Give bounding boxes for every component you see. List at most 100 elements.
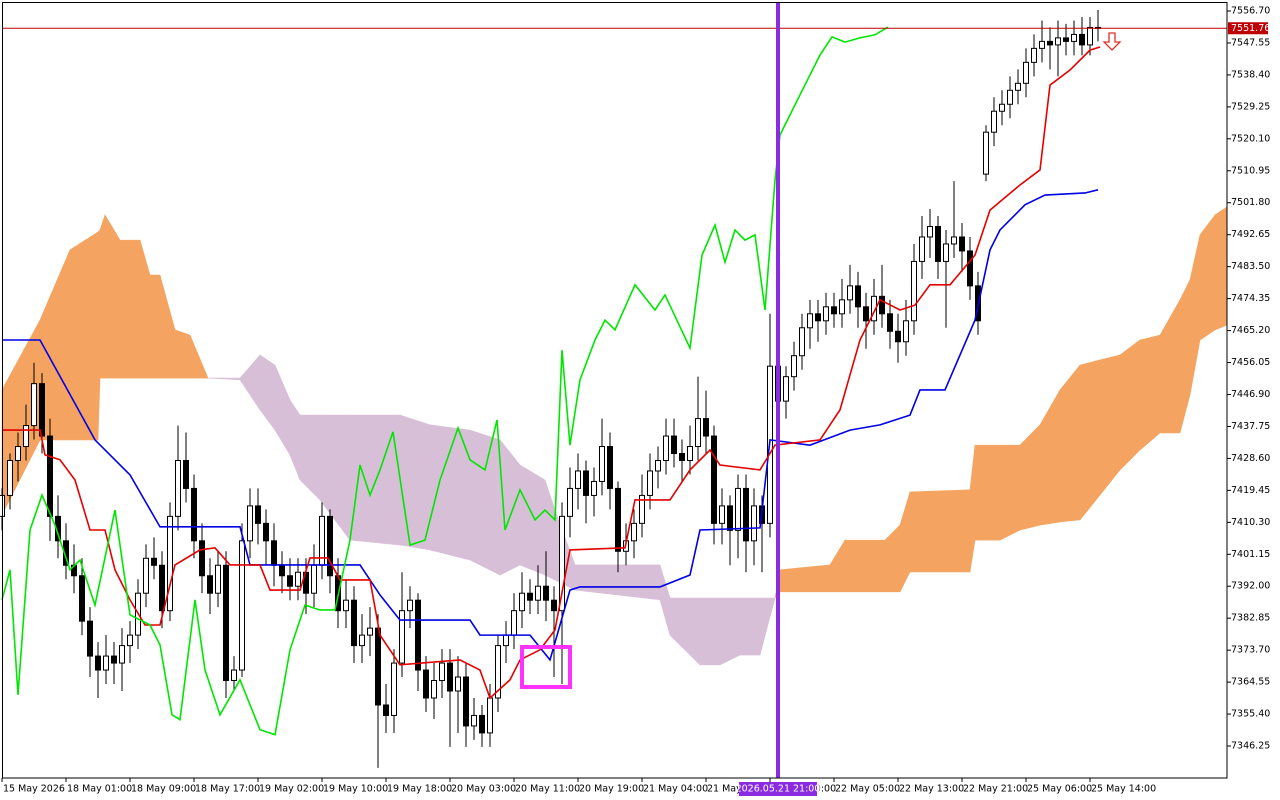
x-tick-label: 19 May 10:00	[323, 784, 388, 795]
candle-body	[1039, 40, 1045, 49]
y-tick-label: 7346.25	[1231, 741, 1270, 752]
candle-body	[895, 330, 901, 343]
candle-body	[551, 599, 557, 612]
candle-body	[855, 285, 861, 308]
candle-body	[183, 459, 189, 489]
candle-body	[31, 383, 37, 427]
candle-body	[1079, 33, 1085, 46]
candle-body	[991, 110, 997, 133]
candle-body	[111, 655, 117, 664]
y-tick-label: 7501.80	[1231, 197, 1270, 208]
cloud-segment	[1199, 214, 1216, 341]
cloud-segment	[119, 239, 141, 379]
cloud-segment	[1099, 354, 1121, 496]
candle-body	[807, 313, 813, 329]
candle-body	[471, 714, 477, 727]
candle-body	[1031, 47, 1037, 63]
candle-body	[751, 505, 757, 542]
cloud-segment	[1119, 339, 1141, 471]
y-tick-label: 7401.15	[1231, 549, 1270, 560]
x-tick-label: 25 May 14:00	[1091, 784, 1156, 795]
candle-body	[631, 522, 637, 542]
indicator-line	[2, 189, 1099, 662]
candle-body	[79, 575, 85, 622]
candle-body	[967, 250, 973, 287]
candle-body	[199, 540, 205, 577]
candle-body	[911, 260, 917, 322]
candle-body	[903, 320, 909, 343]
candle-body	[439, 662, 445, 682]
candle-body	[63, 540, 69, 566]
cloud-segment	[844, 539, 886, 593]
candle-body	[543, 585, 549, 601]
candle-body	[255, 505, 261, 524]
y-tick-label: 7474.35	[1231, 293, 1270, 304]
x-tick-label: 22 May 05:00	[835, 784, 900, 795]
candle-body	[567, 487, 573, 517]
y-tick-label: 7355.40	[1231, 709, 1270, 720]
candle-body	[191, 487, 197, 542]
candle-body	[1087, 26, 1093, 46]
y-tick-label: 7492.65	[1231, 229, 1270, 240]
candle-body	[343, 599, 349, 612]
candle-body	[239, 540, 245, 671]
cloud-segment	[1059, 364, 1081, 523]
candle-body	[935, 225, 941, 262]
candle-body	[647, 470, 653, 496]
candle-body	[39, 383, 45, 437]
x-tick-label: 25 May 06:00	[1027, 784, 1092, 795]
candle-body	[271, 540, 277, 566]
candle-body	[583, 470, 589, 496]
candle-body	[95, 655, 101, 671]
cloud-segment	[69, 231, 99, 441]
cloud-segment	[99, 214, 106, 379]
candle-body	[23, 425, 29, 448]
vertical-line-label: 2026.05.21 21:00	[736, 784, 821, 795]
indicator-line	[2, 46, 1101, 700]
candle-body	[431, 680, 437, 699]
cloud-segment	[1079, 359, 1101, 521]
cloud-segment	[974, 444, 1001, 541]
candle-body	[47, 435, 53, 517]
sell-arrow	[1102, 32, 1122, 51]
x-tick-label: 21 May 04:00	[643, 784, 708, 795]
y-tick-label: 7410.30	[1231, 517, 1270, 528]
y-tick-label: 7520.10	[1231, 133, 1270, 144]
x-tick-label: 18 May 09:00	[131, 784, 196, 795]
indicator-line	[1, 26, 889, 736]
candle-body	[655, 459, 661, 472]
candle-body	[1055, 37, 1061, 46]
candle-body	[1071, 33, 1077, 42]
candle-body	[727, 505, 733, 531]
candle-body	[487, 697, 493, 734]
candle-body	[663, 435, 669, 461]
candle-body	[1063, 37, 1069, 42]
candle-body	[607, 446, 613, 489]
cloud-segment	[399, 414, 431, 551]
candle-body	[695, 418, 701, 448]
current-price-tag	[1228, 22, 1268, 35]
cloud-segment	[909, 489, 971, 573]
candle-body	[423, 669, 429, 699]
candle-body	[463, 676, 469, 727]
candle-body	[711, 435, 717, 524]
plot-frame	[2, 2, 1228, 779]
candle-body	[479, 714, 485, 734]
candle-body	[159, 564, 165, 612]
x-tick-label: 20 May 03:00	[451, 784, 516, 795]
candle-body	[735, 487, 741, 531]
cloud-segment	[779, 564, 831, 593]
candle-body	[311, 564, 317, 594]
candle-body	[791, 355, 797, 378]
y-tick-label: 7556.70	[1231, 6, 1270, 17]
candle-body	[527, 592, 533, 601]
candle-body	[847, 285, 853, 301]
cloud-segment	[174, 329, 191, 379]
x-tick-label: 22 May 21:00	[963, 784, 1028, 795]
candle-body	[215, 564, 221, 594]
candle-body	[591, 480, 597, 496]
candle-body	[359, 634, 365, 647]
candle-body	[959, 236, 965, 252]
y-tick-label: 7456.05	[1231, 357, 1270, 368]
